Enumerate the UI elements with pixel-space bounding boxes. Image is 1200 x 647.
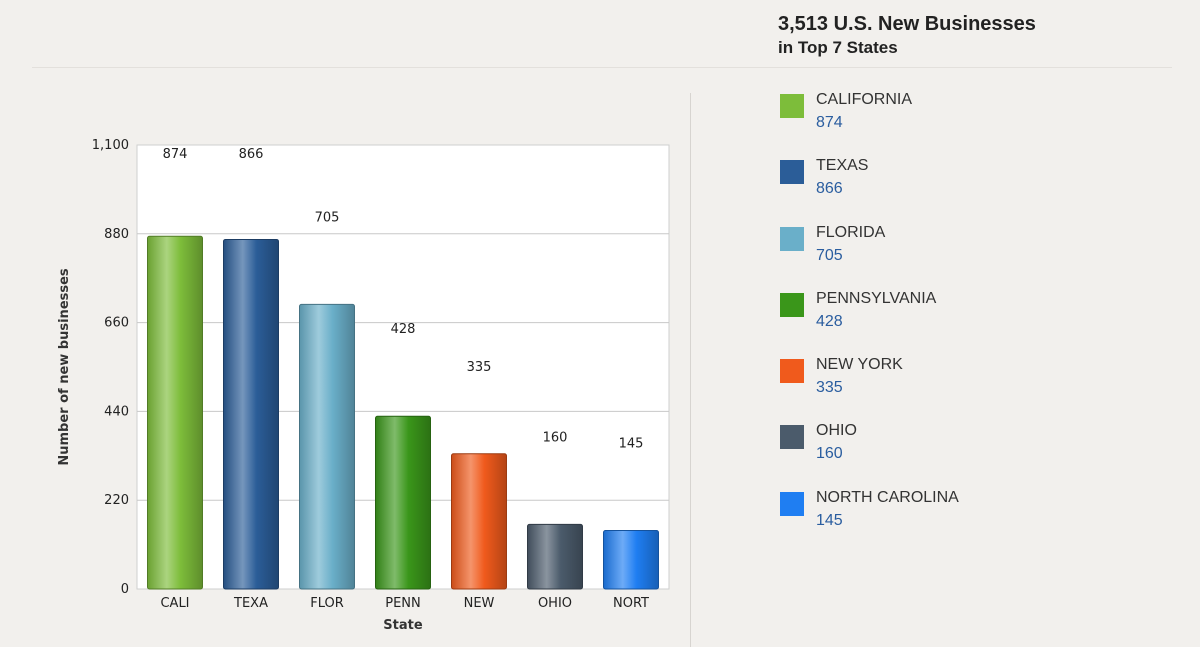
bar-new (451, 453, 507, 590)
legend-swatch (780, 94, 804, 118)
x-tick-label: CALI (160, 596, 189, 611)
x-tick-label: PENN (385, 596, 421, 611)
legend-label: NORTH CAROLINA (816, 488, 959, 506)
legend-swatch (780, 160, 804, 185)
y-tick-label: 1,100 (92, 138, 129, 153)
bar-penn (375, 415, 431, 590)
chart-title: 3,513 U.S. New Businesses (778, 13, 1036, 35)
y-tick-label: 880 (104, 227, 129, 242)
legend-label: CALIFORNIA (816, 91, 913, 108)
legend-label: TEXAS (816, 157, 869, 175)
x-tick-label: FLOR (310, 596, 344, 611)
x-tick-label: NORT (613, 596, 649, 611)
x-tick-label: NEW (464, 596, 495, 611)
data-label: 874 (163, 147, 188, 162)
legend-swatch (780, 226, 804, 251)
x-tick-label: OHIO (538, 596, 572, 611)
chart-subtitle: in Top 7 States (778, 38, 898, 57)
x-axis-categories: CALI TEXA FLOR PENN NEW OHIO NORT (160, 596, 649, 611)
data-label: 428 (391, 322, 416, 337)
data-label: 160 (543, 430, 568, 445)
y-tick-label: 0 (121, 582, 129, 597)
bar-texa (223, 238, 279, 590)
legend-swatch (780, 292, 804, 317)
legend-value: 145 (816, 511, 843, 529)
y-axis-ticks: 0 220 440 660 880 1,100 (92, 138, 129, 597)
bar-flor (299, 303, 355, 590)
legend-swatch (780, 425, 804, 450)
y-tick-label: 660 (104, 316, 129, 331)
data-label: 335 (467, 360, 492, 375)
data-label: 145 (619, 436, 644, 451)
bar-chart: 0 220 440 660 880 1,100 874 866 705 428 335 160 145… (57, 138, 670, 633)
legend-swatch (780, 491, 804, 516)
y-axis-title: Number of new businesses (57, 268, 72, 466)
data-label: 866 (239, 147, 264, 162)
data-label: 705 (315, 210, 340, 225)
bars (147, 235, 659, 590)
bar-cali (147, 235, 203, 590)
legend-value: 874 (816, 114, 843, 131)
bar-nort (603, 529, 659, 590)
legend-value: 866 (816, 180, 843, 198)
y-tick-label: 220 (104, 493, 129, 508)
legend-swatch (780, 359, 804, 384)
bar-ohio (527, 523, 583, 590)
chart-title-block: 3,513 U.S. New Businesses in Top 7 State… (778, 12, 1036, 60)
legend-label: PENNSYLVANIA (816, 289, 937, 307)
y-tick-label: 440 (104, 404, 129, 419)
x-tick-label: TEXA (233, 596, 268, 611)
legend-value: 335 (816, 379, 843, 397)
legend-label: NEW YORK (816, 356, 903, 374)
x-axis-title: State (383, 618, 423, 633)
legend-label: FLORIDA (816, 223, 886, 241)
legend-label: OHIO (816, 422, 857, 440)
panel-divider (690, 93, 691, 647)
legend-value: 705 (816, 246, 843, 264)
legend-value: 160 (816, 445, 843, 463)
header-divider (32, 67, 1172, 68)
legend-value: 428 (816, 312, 843, 330)
data-labels: 874 866 705 428 335 160 145 (163, 147, 644, 451)
